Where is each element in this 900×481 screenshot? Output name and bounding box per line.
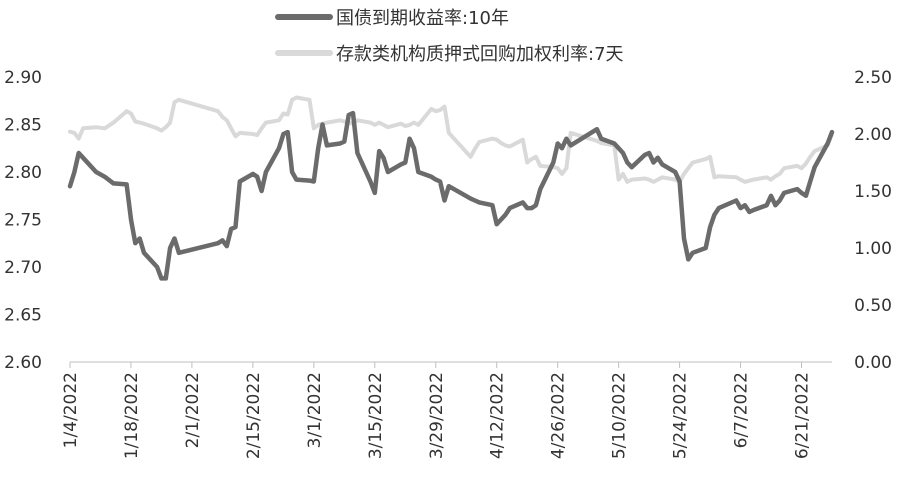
y-right-tick-label: 0.00 (854, 353, 892, 373)
x-tick-label: 2/1/2022 (183, 372, 203, 448)
y-right-tick-label: 2.50 (854, 68, 892, 88)
x-tick-label: 4/12/2022 (488, 372, 508, 459)
x-axis: 1/4/2022 1/18/2022 2/1/2022 2/15/2022 3/1/20… (61, 362, 813, 459)
x-tick-label: 3/29/2022 (427, 372, 447, 459)
y-right-tick-label: 1.50 (854, 182, 892, 202)
y-left-tick-label: 2.85 (4, 116, 42, 136)
y-right-tick-label: 2.00 (854, 125, 892, 145)
y-left-tick-label: 2.90 (4, 68, 42, 88)
y-right-tick-label: 1.00 (854, 239, 892, 259)
y-axis-left: 2.90 2.85 2.80 2.75 2.70 2.65 2.60 (4, 68, 42, 373)
series-line-repo-rate (68, 95, 834, 184)
y-left-tick-label: 2.80 (4, 163, 42, 183)
x-tick-label: 1/18/2022 (122, 372, 142, 459)
x-tick-label: 5/10/2022 (610, 372, 630, 459)
x-tick-label: 3/1/2022 (305, 372, 325, 448)
x-tick-label: 1/4/2022 (61, 372, 81, 448)
x-tick-label: 6/21/2022 (793, 372, 813, 459)
y-right-tick-label: 0.50 (854, 296, 892, 316)
x-tick-label: 3/15/2022 (366, 372, 386, 459)
x-tick-label: 5/24/2022 (671, 372, 691, 459)
plot-area (67, 95, 835, 281)
legend-label-bond-yield: 国债到期收益率:10年 (336, 8, 509, 29)
x-tick-label: 4/26/2022 (549, 372, 569, 459)
y-left-tick-label: 2.60 (4, 353, 42, 373)
series-line-bond-yield (67, 110, 835, 281)
legend-label-repo-rate: 存款类机构质押式回购加权利率:7天 (336, 44, 624, 65)
y-left-tick-label: 2.75 (4, 211, 42, 231)
x-tick-label: 6/7/2022 (732, 372, 752, 448)
y-left-tick-label: 2.70 (4, 258, 42, 278)
x-tick-label: 2/15/2022 (244, 372, 264, 459)
y-left-tick-label: 2.65 (4, 306, 42, 326)
legend: 国债到期收益率:10年 存款类机构质押式回购加权利率:7天 (275, 8, 624, 65)
y-axis-right: 2.50 2.00 1.50 1.00 0.50 0.00 (854, 68, 892, 373)
